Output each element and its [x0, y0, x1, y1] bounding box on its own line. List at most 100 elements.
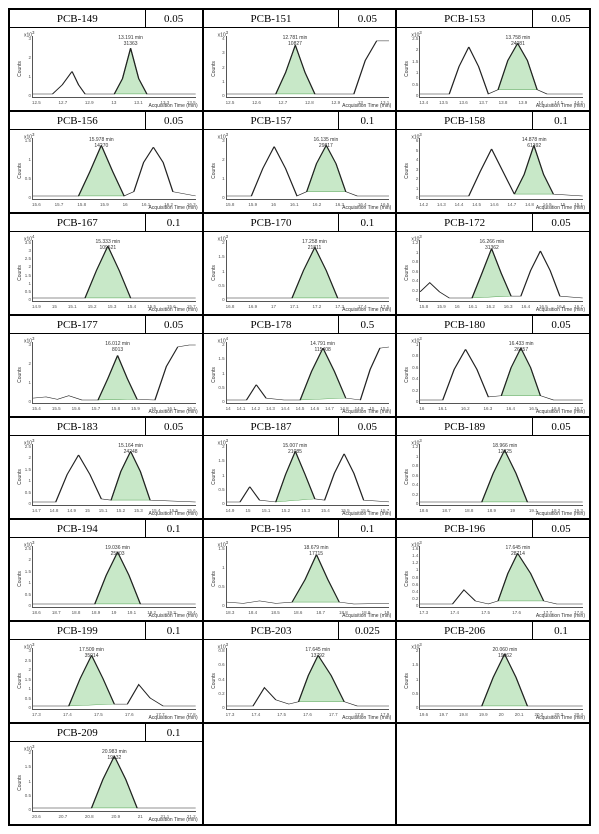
chromatogram-cell: PCB-2030.025Countsx103Acquisition Time (… — [203, 621, 397, 723]
chromatogram-plot: Countsx104Acquisition Time (min)00.511.5… — [10, 232, 202, 314]
compound-value: 0.05 — [533, 214, 589, 231]
y-ticks: 00.511.5 — [22, 138, 31, 200]
x-ticks: 14.91515.115.215.315.415.515.615.7 — [32, 304, 196, 309]
chromatogram-cell: PCB-1490.05Countsx103Acquisition Time (m… — [9, 9, 203, 111]
peak-label: 18.679 min17715 — [304, 546, 329, 557]
chromatogram-plot: Countsx103Acquisition Time (min)00.20.40… — [397, 334, 589, 416]
plot-area: 14.878 min61392 — [419, 138, 583, 200]
y-ticks: 00.511.5 — [216, 546, 225, 608]
compound-name: PCB-153 — [397, 10, 533, 27]
chromatogram-cell: PCB-1510.05Countsx103Acquisition Time (m… — [203, 9, 397, 111]
chromatogram-cell: PCB-1700.1Countsx103Acquisition Time (mi… — [203, 213, 397, 315]
y-ticks: 01234 — [216, 36, 225, 98]
compound-value: 0.05 — [146, 316, 202, 333]
y-ticks: 00.20.40.60.81 — [409, 342, 418, 404]
x-ticks: 17.317.417.517.617.717.817.9 — [226, 712, 390, 717]
y-ticks: 00.511.52 — [409, 648, 418, 710]
chromatogram-cell: PCB-1890.05Countsx103Acquisition Time (m… — [396, 417, 590, 519]
compound-name: PCB-156 — [10, 112, 146, 129]
peak-label: 16.266 min31362 — [480, 240, 505, 251]
chromatogram-cell: PCB-1950.1Countsx103Acquisition Time (mi… — [203, 519, 397, 621]
compound-name: PCB-189 — [397, 418, 533, 435]
plot-area: 15.164 min24248 — [32, 444, 196, 506]
compound-value: 0.1 — [339, 112, 395, 129]
y-ticks: 00.511.522.5 — [22, 444, 31, 506]
plot-area: 13.191 min31363 — [32, 36, 196, 98]
compound-value: 0.05 — [533, 418, 589, 435]
chromatogram-plot: Countsx103Acquisition Time (min)012312.5… — [10, 28, 202, 110]
compound-name: PCB-199 — [10, 622, 146, 639]
empty-cell — [396, 723, 590, 825]
chromatogram-cell: PCB-1560.05Countsx103Acquisition Time (m… — [9, 111, 203, 213]
compound-value: 0.1 — [339, 520, 395, 537]
compound-value: 0.1 — [146, 724, 202, 741]
compound-value: 0.025 — [339, 622, 395, 639]
compound-value: 0.1 — [533, 622, 589, 639]
chromatogram-cell: PCB-1960.05Countsx103Acquisition Time (m… — [396, 519, 590, 621]
compound-value: 0.05 — [533, 10, 589, 27]
chromatogram-cell: PCB-2090.1Countsx103Acquisition Time (mi… — [9, 723, 203, 825]
plot-area: 17.645 min28714 — [419, 546, 583, 608]
y-ticks: 0123 — [22, 342, 31, 404]
chromatogram-plot: Countsx103Acquisition Time (min)00.511.5… — [204, 232, 396, 314]
y-ticks: 00.511.522.53 — [22, 648, 31, 710]
plot-area: 15.978 min14270 — [32, 138, 196, 200]
y-ticks: 00.20.40.60.811.2 — [409, 444, 418, 506]
peak-label: 17.509 min35014 — [79, 648, 104, 659]
compound-name: PCB-149 — [10, 10, 146, 27]
x-ticks: 20.620.720.820.92121.121.2 — [32, 814, 196, 819]
x-ticks: 12.512.712.91313.113.313.5 — [32, 100, 196, 105]
chromatogram-cell: PCB-1670.1Countsx104Acquisition Time (mi… — [9, 213, 203, 315]
chromatogram-plot: Countsx103Acquisition Time (min)012315.8… — [204, 130, 396, 212]
y-ticks: 00.511.52 — [216, 240, 225, 302]
chromatogram-plot: Countsx103Acquisition Time (min)00.511.5… — [10, 538, 202, 620]
plot-area: 20.983 min19132 — [32, 750, 196, 812]
peak-label: 17.258 min21811 — [302, 240, 327, 251]
chromatogram-plot: Countsx104Acquisition Time (min)00.511.5… — [204, 334, 396, 416]
y-ticks: 00.20.40.60.811.21.41.6 — [409, 546, 418, 608]
compound-value: 0.05 — [339, 418, 395, 435]
peak-label: 13.758 min24081 — [506, 36, 531, 47]
x-ticks: 15.615.715.815.91616.116.216.3 — [32, 202, 196, 207]
compound-value: 0.1 — [146, 520, 202, 537]
empty-cell — [203, 723, 397, 825]
x-ticks: 15.815.91616.116.216.316.416.516.616.7 — [419, 304, 583, 309]
chromatogram-plot: Countsx103Acquisition Time (min)00.511.5… — [10, 436, 202, 518]
chromatogram-plot: Countsx103Acquisition Time (min)00.20.40… — [397, 436, 589, 518]
chromatogram-plot: Countsx103Acquisition Time (min)00.20.40… — [204, 640, 396, 722]
chromatogram-plot: Countsx103Acquisition Time (min)012315.4… — [10, 334, 202, 416]
y-ticks: 00.511.52 — [216, 444, 225, 506]
peak-label: 16.012 min8013 — [105, 342, 130, 353]
plot-area: 12.781 min10827 — [226, 36, 390, 98]
chromatogram-grid: PCB-1490.05Countsx103Acquisition Time (m… — [8, 8, 591, 826]
compound-name: PCB-151 — [204, 10, 340, 27]
peak-label: 13.191 min31363 — [118, 36, 143, 47]
x-ticks: 18.618.718.818.91919.119.219.319.4 — [32, 610, 196, 615]
x-ticks: 18.618.718.818.91919.119.219.3 — [419, 508, 583, 513]
chromatogram-cell: PCB-1870.05Countsx103Acquisition Time (m… — [203, 417, 397, 519]
x-ticks: 19.619.719.819.92020.120.220.320.4 — [419, 712, 583, 717]
y-ticks: 00.511.522.5 — [409, 36, 418, 98]
chromatogram-plot: Countsx103Acquisition Time (min)00.511.5… — [10, 640, 202, 722]
plot-area: 16.135 min29817 — [226, 138, 390, 200]
chromatogram-cell: PCB-1770.05Countsx103Acquisition Time (m… — [9, 315, 203, 417]
chromatogram-cell: PCB-1990.1Countsx103Acquisition Time (mi… — [9, 621, 203, 723]
compound-value: 0.5 — [339, 316, 395, 333]
plot-area: 13.758 min24081 — [419, 36, 583, 98]
compound-value: 0.05 — [146, 418, 202, 435]
plot-area: 20.060 min19962 — [419, 648, 583, 710]
compound-value: 0.1 — [146, 622, 202, 639]
chromatogram-cell: PCB-1530.05Countsx103Acquisition Time (m… — [396, 9, 590, 111]
compound-name: PCB-187 — [204, 418, 340, 435]
peak-label: 17.645 min28714 — [506, 546, 531, 557]
compound-name: PCB-195 — [204, 520, 340, 537]
x-ticks: 14.714.814.91515.115.215.315.415.515.6 — [32, 508, 196, 513]
plot-area: 16.266 min31362 — [419, 240, 583, 302]
chromatogram-plot: Countsx103Acquisition Time (min)00.511.5… — [10, 130, 202, 212]
chromatogram-plot: Countsx103Acquisition Time (min)01234561… — [397, 130, 589, 212]
plot-area: 16.433 min26257 — [419, 342, 583, 404]
chromatogram-plot: Countsx103Acquisition Time (min)00.511.5… — [204, 538, 396, 620]
compound-value: 0.1 — [533, 112, 589, 129]
compound-name: PCB-203 — [204, 622, 340, 639]
plot-area: 17.258 min21811 — [226, 240, 390, 302]
